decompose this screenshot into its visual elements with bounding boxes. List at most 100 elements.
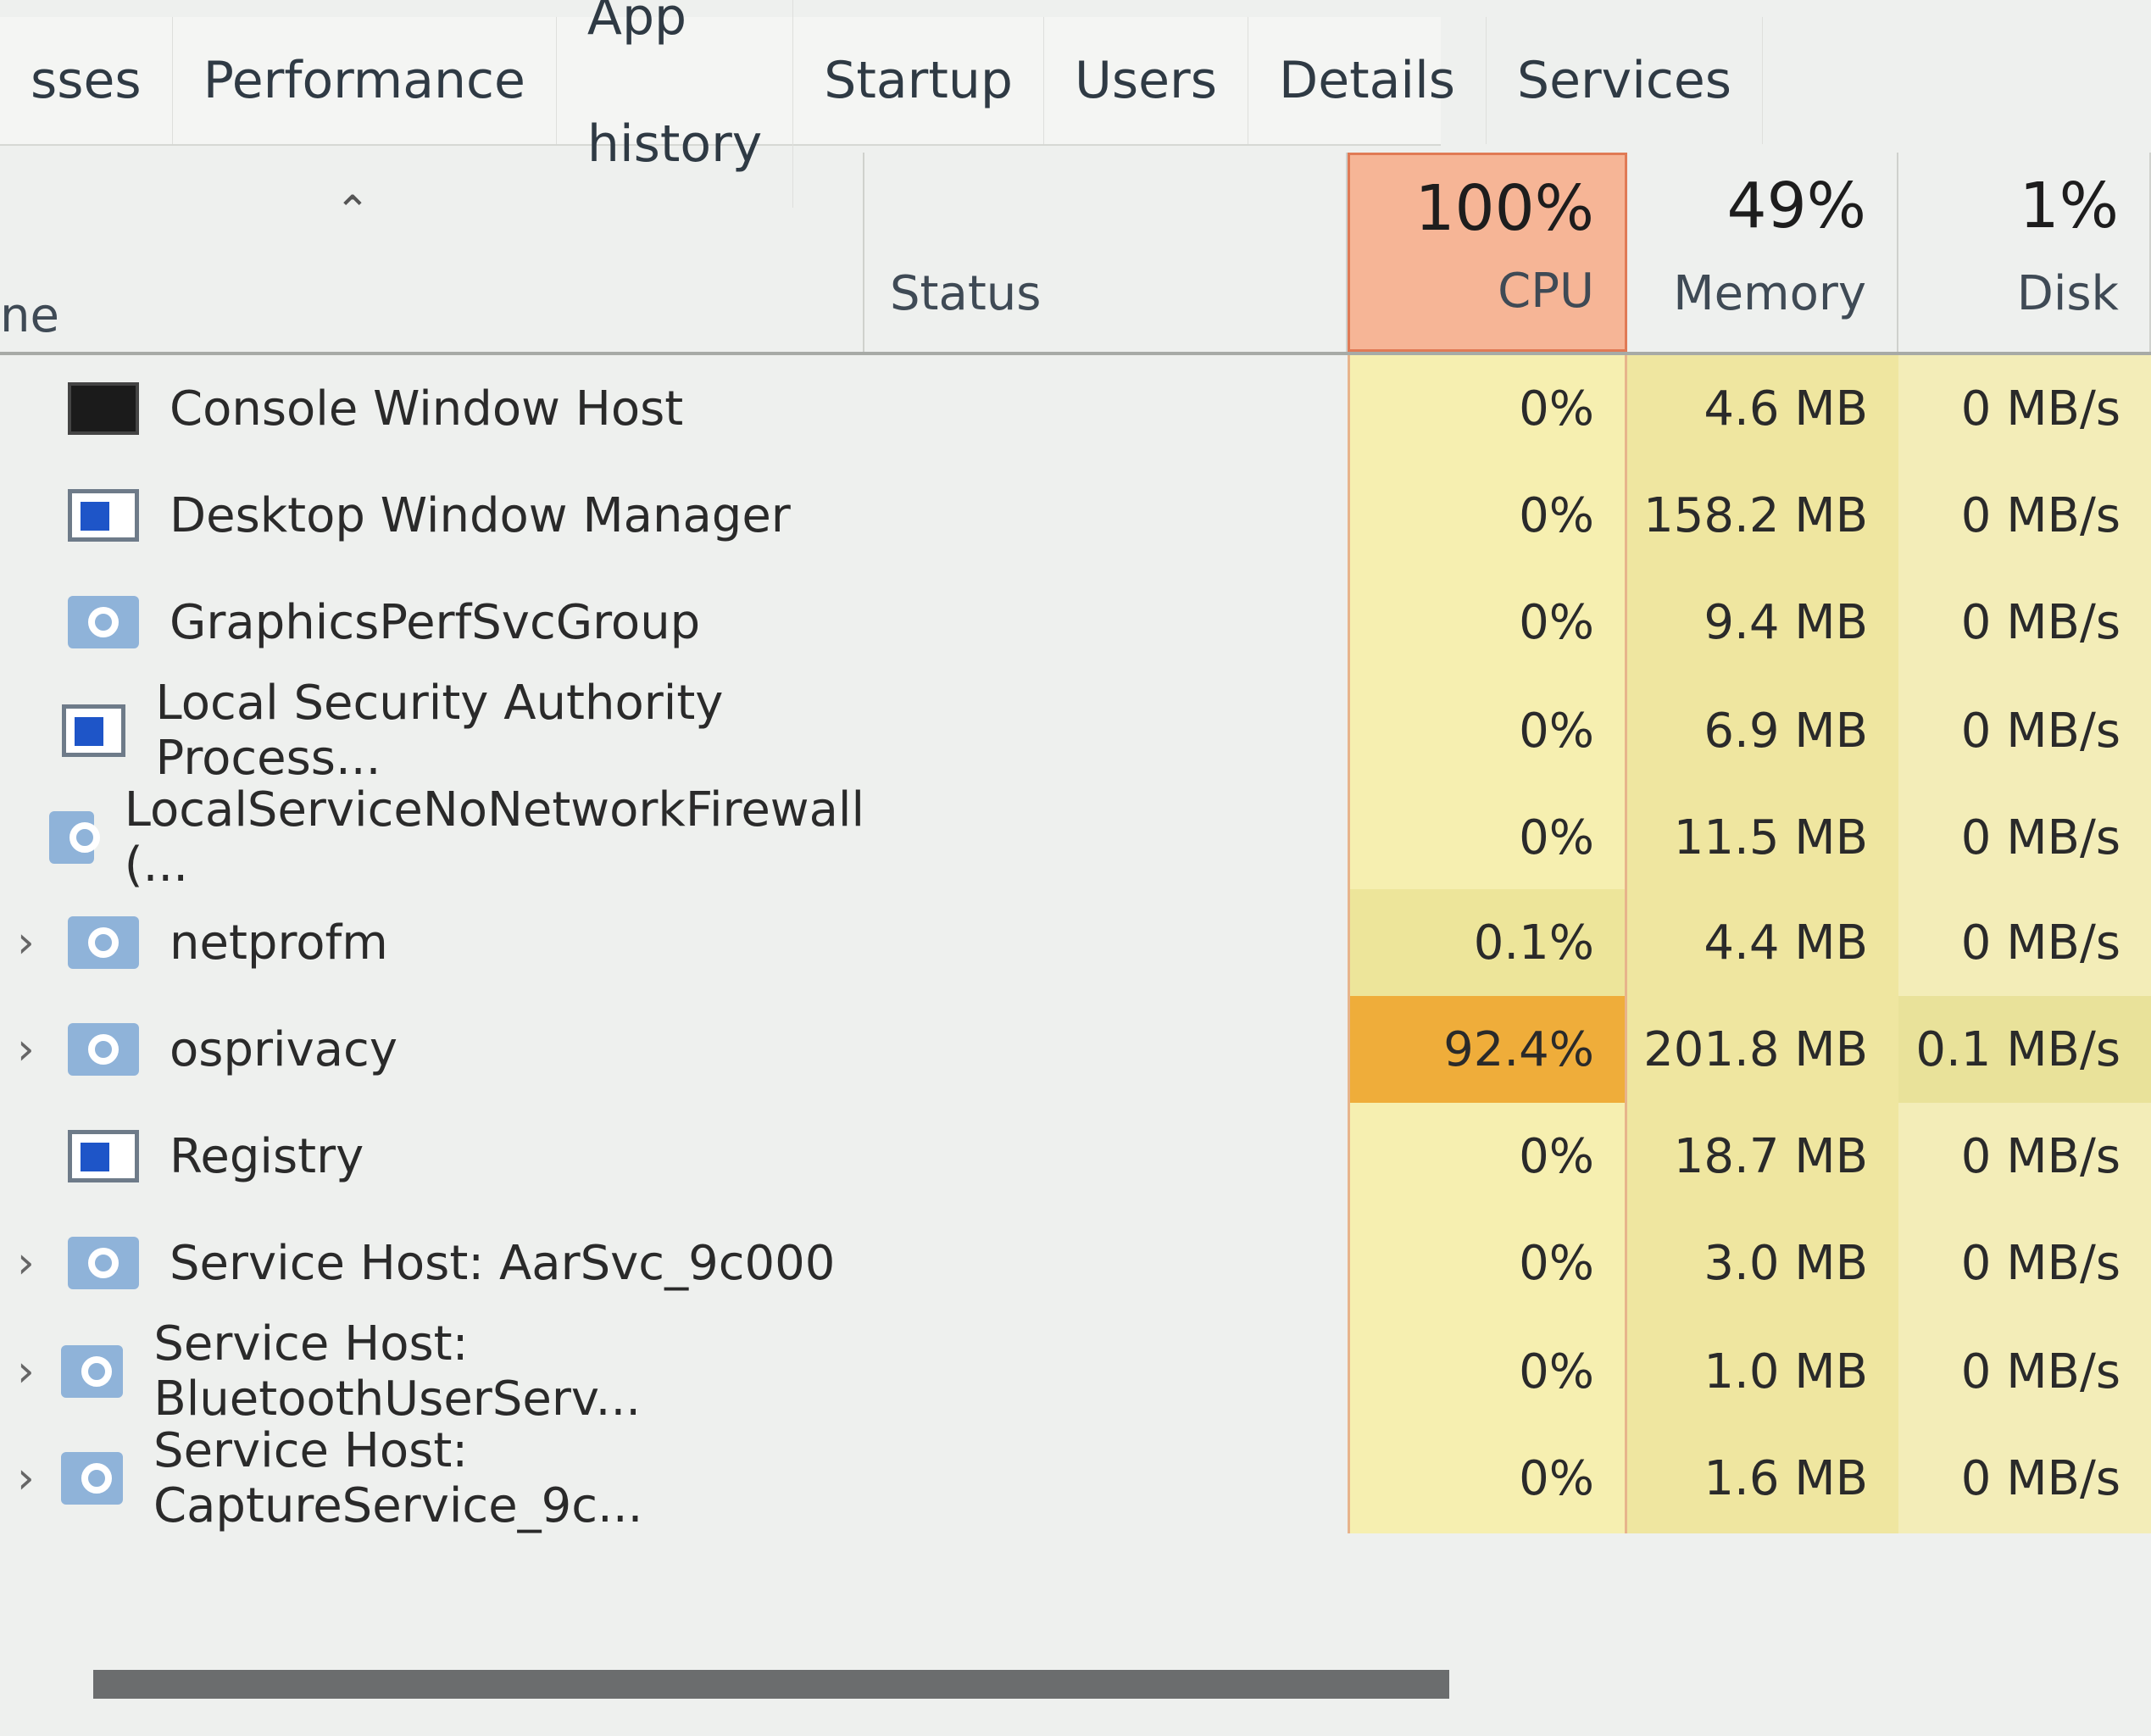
- process-icon: [68, 916, 139, 969]
- disk-cell: 0 MB/s: [1898, 1423, 2151, 1533]
- name-cell: › Service Host: CaptureService_9c...: [0, 1423, 864, 1533]
- process-row[interactable]: › Service Host: BluetoothUserServ... 0% 1.0…: [0, 1316, 2151, 1427]
- disk-header[interactable]: 1% Disk: [1898, 153, 2151, 352]
- process-row[interactable]: Local Security Authority Process... 0% 6.9…: [0, 676, 2151, 786]
- process-name: Console Window Host: [170, 381, 684, 437]
- name-header[interactable]: ⌃ ne: [0, 153, 864, 352]
- status-cell: [864, 889, 1348, 996]
- cpu-header[interactable]: 100% CPU: [1348, 153, 1627, 352]
- cpu-cell: 0%: [1348, 1423, 1627, 1533]
- name-cell: Console Window Host: [0, 355, 864, 462]
- memory-cell: 6.9 MB: [1627, 676, 1898, 786]
- process-name: netprofm: [170, 915, 388, 971]
- header-label: Memory: [1673, 266, 1866, 321]
- process-name: Service Host: CaptureService_9c...: [153, 1423, 643, 1533]
- cpu-cell: 92.4%: [1348, 996, 1627, 1103]
- disk-cell: 0 MB/s: [1898, 569, 2151, 676]
- expand-chevron[interactable]: ›: [17, 1024, 35, 1075]
- tab[interactable]: Users: [1044, 17, 1248, 144]
- header-percent: 49%: [1726, 170, 1866, 242]
- process-icon: [68, 382, 139, 435]
- disk-cell: 0 MB/s: [1898, 1210, 2151, 1316]
- process-row[interactable]: › osprivacy 92.4% 201.8 MB 0.1 MB/s: [0, 996, 2151, 1103]
- rows: Console Window Host 0% 4.6 MB 0 MB/s Desktop…: [0, 355, 2151, 1533]
- cpu-cell: 0%: [1348, 1210, 1627, 1316]
- cpu-cell: 0%: [1348, 676, 1627, 786]
- tab[interactable]: App history: [557, 0, 794, 208]
- memory-cell: 158.2 MB: [1627, 462, 1898, 569]
- name-cell: › netprofm: [0, 889, 864, 996]
- header-label: CPU: [1498, 264, 1594, 319]
- header-label: ne: [0, 288, 59, 343]
- disk-cell: 0.1 MB/s: [1898, 996, 2151, 1103]
- process-icon: [61, 704, 125, 757]
- process-name: GraphicsPerfSvcGroup: [170, 594, 701, 650]
- header-percent: 100%: [1415, 172, 1594, 245]
- process-table: ⌃ ne Status 100% CPU 49% Memory 1% Disk …: [0, 153, 2151, 1533]
- status-cell: [864, 676, 1348, 786]
- scrollbar[interactable]: [93, 1670, 1449, 1699]
- disk-cell: 0 MB/s: [1898, 462, 2151, 569]
- process-row[interactable]: Desktop Window Manager 0% 158.2 MB 0 MB/s: [0, 462, 2151, 569]
- process-name: Registry: [170, 1128, 364, 1184]
- sort-caret: ⌃: [335, 186, 370, 236]
- disk-cell: 0 MB/s: [1898, 1103, 2151, 1210]
- status-cell: [864, 1316, 1348, 1427]
- process-row[interactable]: Registry 0% 18.7 MB 0 MB/s: [0, 1103, 2151, 1210]
- process-row[interactable]: Console Window Host 0% 4.6 MB 0 MB/s: [0, 355, 2151, 462]
- status-cell: [864, 782, 1348, 893]
- name-cell: › Service Host: BluetoothUserServ...: [0, 1316, 864, 1427]
- name-cell: Local Security Authority Process...: [0, 676, 864, 786]
- name-cell: Desktop Window Manager: [0, 462, 864, 569]
- tab-bar: sses Performance App history Startup Use…: [0, 0, 1764, 208]
- disk-cell: 0 MB/s: [1898, 676, 2151, 786]
- cpu-cell: 0%: [1348, 782, 1627, 893]
- process-name: Local Security Authority Process...: [155, 676, 724, 786]
- memory-cell: 4.6 MB: [1627, 355, 1898, 462]
- disk-cell: 0 MB/s: [1898, 782, 2151, 893]
- header-percent: 1%: [2019, 170, 2119, 242]
- process-icon: [68, 1023, 139, 1076]
- cpu-cell: 0%: [1348, 1316, 1627, 1427]
- expand-chevron[interactable]: ›: [17, 1346, 35, 1397]
- header-label: Status: [890, 266, 1042, 321]
- table-header: ⌃ ne Status 100% CPU 49% Memory 1% Disk: [0, 153, 2151, 355]
- expand-chevron[interactable]: ›: [17, 1238, 35, 1288]
- cpu-cell: 0.1%: [1348, 889, 1627, 996]
- memory-cell: 1.0 MB: [1627, 1316, 1898, 1427]
- name-cell: GraphicsPerfSvcGroup: [0, 569, 864, 676]
- process-row[interactable]: › Service Host: AarSvc_9c000 0% 3.0 MB 0 MB/…: [0, 1210, 2151, 1316]
- expand-chevron[interactable]: ›: [17, 917, 35, 968]
- disk-cell: 0 MB/s: [1898, 355, 2151, 462]
- tab[interactable]: sses: [0, 17, 173, 144]
- status-cell: [864, 462, 1348, 569]
- process-name: Service Host: AarSvc_9c000: [170, 1235, 836, 1291]
- status-cell: [864, 1210, 1348, 1316]
- memory-cell: 4.4 MB: [1627, 889, 1898, 996]
- status-cell: [864, 1423, 1348, 1533]
- process-icon: [61, 1452, 124, 1505]
- process-row[interactable]: GraphicsPerfSvcGroup 0% 9.4 MB 0 MB/s: [0, 569, 2151, 676]
- disk-cell: 0 MB/s: [1898, 889, 2151, 996]
- cpu-cell: 0%: [1348, 1103, 1627, 1210]
- name-cell: Registry: [0, 1103, 864, 1210]
- status-header[interactable]: Status: [864, 153, 1348, 352]
- tab[interactable]: Startup: [793, 17, 1044, 144]
- tab[interactable]: Services: [1487, 17, 1764, 144]
- process-name: Service Host: BluetoothUserServ...: [153, 1316, 642, 1427]
- memory-cell: 201.8 MB: [1627, 996, 1898, 1103]
- tab[interactable]: Details: [1248, 17, 1487, 144]
- status-cell: [864, 569, 1348, 676]
- status-cell: [864, 996, 1348, 1103]
- memory-cell: 3.0 MB: [1627, 1210, 1898, 1316]
- process-icon: [61, 1345, 124, 1398]
- process-row[interactable]: › Service Host: CaptureService_9c... 0% 1.6…: [0, 1423, 2151, 1533]
- memory-cell: 9.4 MB: [1627, 569, 1898, 676]
- cpu-cell: 0%: [1348, 569, 1627, 676]
- process-row[interactable]: › netprofm 0.1% 4.4 MB 0 MB/s: [0, 889, 2151, 996]
- process-row[interactable]: LocalServiceNoNetworkFirewall (... 0% 11.5…: [0, 782, 2151, 893]
- tab[interactable]: Performance: [173, 17, 557, 144]
- expand-chevron[interactable]: ›: [17, 1453, 35, 1504]
- memory-header[interactable]: 49% Memory: [1627, 153, 1898, 352]
